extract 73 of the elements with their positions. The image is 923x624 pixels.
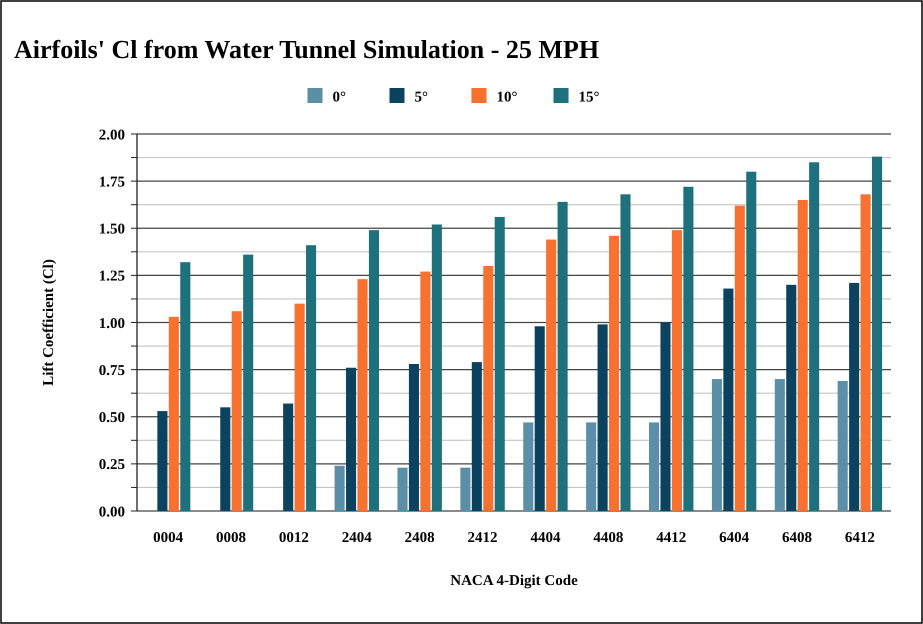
bar — [408, 364, 419, 511]
bar — [346, 368, 356, 511]
bar — [494, 216, 505, 511]
x-tick-label: 2408 — [404, 530, 435, 546]
bar — [472, 362, 482, 511]
x-tick-label: 6404 — [719, 530, 750, 546]
bar — [368, 230, 379, 511]
y-tick-label: 0.50 — [98, 410, 125, 426]
legend-label: 0° — [332, 89, 346, 106]
y-tick-label: 0.75 — [98, 362, 125, 379]
bar — [546, 240, 556, 511]
bar — [420, 272, 430, 511]
bar — [243, 254, 254, 511]
bar — [609, 236, 620, 511]
bar — [180, 262, 190, 511]
bar — [558, 202, 568, 511]
x-tick-label: 0012 — [278, 530, 309, 546]
bar — [294, 304, 305, 511]
y-tick-label: 1.00 — [98, 316, 125, 332]
bar — [523, 422, 534, 511]
x-tick-label: 4408 — [593, 530, 624, 546]
legend-label: 10° — [496, 89, 518, 106]
x-tick-label: 2404 — [342, 530, 372, 546]
bar — [838, 380, 848, 511]
bar — [306, 245, 316, 511]
y-tick-label: 2.00 — [98, 127, 125, 144]
chart-title: Airfoils' Cl from Water Tunnel Simulation - 25 MPH — [14, 35, 600, 64]
x-tick-label: 6412 — [844, 530, 875, 546]
legend-label: 15° — [578, 89, 600, 106]
bar — [660, 322, 671, 511]
x-axis-title: NACA 4-Digit Code — [450, 573, 578, 589]
bar — [432, 224, 442, 511]
x-tick-label: 0004 — [153, 530, 184, 546]
bar — [746, 172, 756, 511]
bar — [849, 282, 860, 511]
bar — [786, 284, 796, 511]
bar — [672, 230, 682, 511]
bar — [860, 194, 871, 511]
bar — [220, 407, 230, 511]
bar — [232, 311, 242, 511]
bar — [683, 186, 694, 511]
bar — [397, 468, 408, 511]
bar — [734, 206, 745, 511]
bar — [649, 422, 660, 511]
y-tick-label: 0.25 — [98, 457, 125, 474]
x-tick-label: 4404 — [530, 530, 561, 546]
bar — [586, 422, 596, 511]
x-tick-label: 4412 — [656, 530, 686, 546]
bar — [460, 468, 470, 511]
bar — [483, 266, 494, 511]
bar — [798, 200, 808, 511]
y-tick-label: 1.75 — [98, 174, 125, 190]
x-tick-label: 0008 — [216, 530, 246, 546]
bar — [809, 162, 820, 511]
bar — [168, 316, 179, 511]
y-tick-label: 0.00 — [98, 504, 125, 520]
y-tick-label: 1.25 — [98, 268, 125, 285]
bar — [283, 404, 294, 511]
bar — [620, 194, 631, 511]
bar — [774, 379, 785, 511]
bar — [723, 288, 734, 511]
y-tick-label: 1.50 — [98, 222, 125, 238]
legend-label: 5° — [414, 89, 428, 106]
bar — [872, 156, 882, 511]
bar — [712, 379, 722, 511]
x-tick-label: 6408 — [782, 530, 812, 546]
x-tick-label: 2412 — [468, 530, 498, 546]
y-axis-title: Lift Coefficient (Cl) — [41, 259, 57, 386]
bar — [534, 326, 545, 511]
bar — [157, 411, 168, 511]
bar — [598, 324, 608, 511]
bar — [334, 466, 345, 511]
bar — [357, 279, 368, 511]
